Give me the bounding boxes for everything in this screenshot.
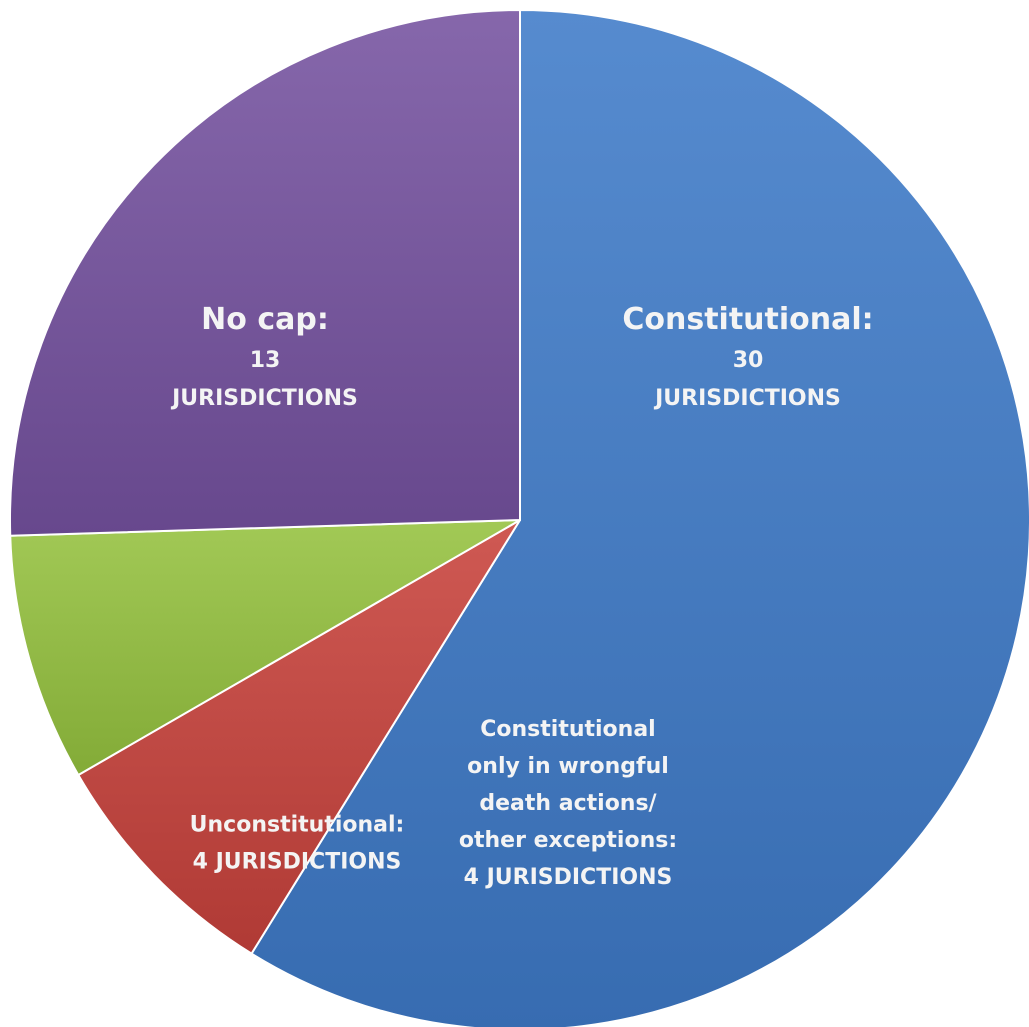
slice-label-line: other exceptions: xyxy=(459,828,677,853)
slice-label-line: Constitutional xyxy=(480,717,655,742)
labels-layer: Constitutional: 30 JURISDICTIONSConstituti… xyxy=(170,302,874,890)
slice-label-2: Unconstitutional: 4 JURISDICTIONS xyxy=(190,813,405,875)
pie-slice-constitutional xyxy=(250,8,1029,1027)
slice-label-line: Constitutional: xyxy=(622,302,873,337)
slice-label-line: 4 JURISDICTIONS xyxy=(464,865,673,890)
pie-slice-unconstitutional xyxy=(9,519,521,777)
slice-label-line: 30 xyxy=(733,348,764,373)
pie-slice-no-cap xyxy=(9,8,521,537)
slice-label-line: No cap: xyxy=(201,302,329,337)
slice-label-0: Constitutional: 30 JURISDICTIONS xyxy=(622,302,873,411)
slice-label-line: JURISDICTIONS xyxy=(653,386,841,411)
slice-label-line: 13 xyxy=(250,348,281,373)
slice-label-line: death actions/ xyxy=(479,791,657,816)
slice-label-1: Constitutional only in wrongful death acti… xyxy=(459,717,677,890)
pie-slice-constitutional-only-in-wrongful-death-actions-other-exceptions xyxy=(76,519,521,955)
slice-label-line: Unconstitutional: xyxy=(190,813,405,838)
slice-label-3: No cap: 13 JURISDICTIONS xyxy=(170,302,358,411)
slice-label-line: only in wrongful xyxy=(467,754,669,779)
slice-label-line: 4 JURISDICTIONS xyxy=(193,850,402,875)
slice-label-line: JURISDICTIONS xyxy=(170,386,358,411)
slices-layer xyxy=(9,8,1029,1027)
